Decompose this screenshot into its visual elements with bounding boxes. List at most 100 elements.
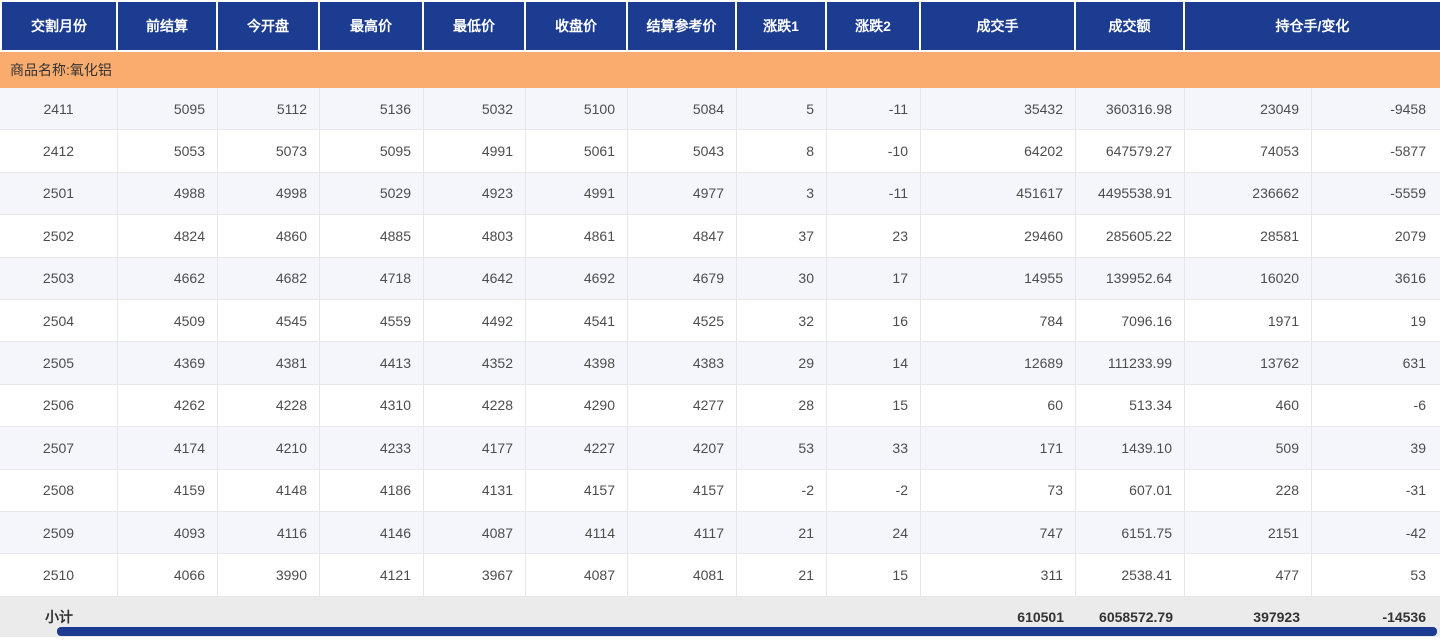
cell-change2: 15 bbox=[827, 554, 921, 596]
cell-open-interest: 2151 bbox=[1185, 511, 1312, 554]
cell-open-interest: 23049 bbox=[1185, 88, 1312, 130]
cell-open: 4381 bbox=[218, 342, 320, 384]
cell-turnover: 111233.99 bbox=[1076, 342, 1185, 384]
cell-settlement-ref: 4157 bbox=[628, 469, 737, 511]
cell-high: 4718 bbox=[320, 257, 424, 299]
cell-low: 4087 bbox=[424, 511, 526, 554]
cell-prev-settlement: 4662 bbox=[118, 257, 218, 299]
cell-high: 5029 bbox=[320, 172, 424, 215]
cell-prev-settlement: 4824 bbox=[118, 215, 218, 257]
cell-high: 4559 bbox=[320, 299, 424, 342]
cell-change2: 23 bbox=[827, 215, 921, 257]
cell-change2: 17 bbox=[827, 257, 921, 299]
header-cell-open: 今开盘 bbox=[218, 2, 320, 50]
table-row: 2411 5095 5112 5136 5032 5100 5084 5 -11 35432 360… bbox=[0, 88, 1440, 131]
cell-open-interest: 236662 bbox=[1185, 172, 1312, 215]
cell-oi-change: 2079 bbox=[1394, 227, 1426, 244]
cell-settlement-ref: 4383 bbox=[628, 342, 737, 384]
cell-low: 5032 bbox=[424, 88, 526, 130]
cell-delivery-month: 2508 bbox=[0, 469, 118, 511]
cell-delivery-month: 2506 bbox=[0, 384, 118, 427]
cell-open-interest: 228 bbox=[1185, 469, 1312, 511]
cell-prev-settlement: 4369 bbox=[118, 342, 218, 384]
cell-oi-change: -5559 bbox=[1390, 185, 1426, 202]
cell-change1: -2 bbox=[737, 469, 827, 511]
cell-close: 4398 bbox=[526, 342, 628, 384]
cell-oi-change: -9458 bbox=[1390, 100, 1426, 117]
cell-settlement-ref: 4117 bbox=[628, 511, 737, 554]
commodity-group-row: 商品名称:氧化铝 bbox=[0, 50, 1440, 88]
cell-prev-settlement: 5053 bbox=[118, 130, 218, 172]
header-cell-open-interest-change: 持仓手/变化 bbox=[1185, 2, 1440, 50]
cell-open: 4545 bbox=[218, 299, 320, 342]
cell-prev-settlement: 4174 bbox=[118, 427, 218, 469]
table-row: 2510 4066 3990 4121 3967 4087 4081 21 15 311 2538.… bbox=[0, 554, 1440, 597]
table-row: 2508 4159 4148 4186 4131 4157 4157 -2 -2 73 607.01… bbox=[0, 469, 1440, 512]
cell-prev-settlement: 4509 bbox=[118, 299, 218, 342]
cell-turnover: 607.01 bbox=[1076, 469, 1185, 511]
cell-change1: 53 bbox=[737, 427, 827, 469]
cell-low: 4991 bbox=[424, 130, 526, 172]
cell-change2: 24 bbox=[827, 511, 921, 554]
table-row: 2506 4262 4228 4310 4228 4290 4277 28 15 60 513.34… bbox=[0, 384, 1440, 428]
cell-change1: 3 bbox=[737, 172, 827, 215]
cell-oi-change: -5877 bbox=[1390, 143, 1426, 160]
cell-volume: 311 bbox=[921, 554, 1076, 596]
cell-open-interest: 13762 bbox=[1185, 342, 1312, 384]
cell-settlement-ref: 4525 bbox=[628, 299, 737, 342]
cell-change1: 30 bbox=[737, 257, 827, 299]
cell-turnover: 139952.64 bbox=[1076, 257, 1185, 299]
cell-open-interest: 509 bbox=[1185, 427, 1312, 469]
cell-low: 4131 bbox=[424, 469, 526, 511]
cell-high: 4146 bbox=[320, 511, 424, 554]
cell-close: 4157 bbox=[526, 469, 628, 511]
cell-oi-change: -31 bbox=[1405, 482, 1426, 499]
cell-change1: 21 bbox=[737, 511, 827, 554]
table-row: 2507 4174 4210 4233 4177 4227 4207 53 33 171 1439.… bbox=[0, 427, 1440, 470]
cell-turnover: 513.34 bbox=[1076, 384, 1185, 427]
cell-change2: -2 bbox=[827, 469, 921, 511]
cell-change1: 8 bbox=[737, 130, 827, 172]
cell-volume: 784 bbox=[921, 299, 1076, 342]
cell-close: 4692 bbox=[526, 257, 628, 299]
subtotal-volume: 610501 bbox=[1017, 608, 1064, 625]
cell-open-interest: 477 bbox=[1185, 554, 1312, 596]
cell-delivery-month: 2412 bbox=[0, 130, 118, 172]
header-cell-prev-settlement: 前结算 bbox=[118, 2, 218, 50]
cell-high: 4121 bbox=[320, 554, 424, 596]
header-cell-turnover: 成交额 bbox=[1076, 2, 1185, 50]
cell-volume: 12689 bbox=[921, 342, 1076, 384]
cell-settlement-ref: 4679 bbox=[628, 257, 737, 299]
cell-change2: 14 bbox=[827, 342, 921, 384]
subtotal-turnover: 6058572.79 bbox=[1099, 608, 1173, 625]
cell-volume: 451617 bbox=[921, 172, 1076, 215]
cell-delivery-month: 2504 bbox=[0, 299, 118, 342]
cell-low: 4352 bbox=[424, 342, 526, 384]
cell-change1: 28 bbox=[737, 384, 827, 427]
cell-volume: 64202 bbox=[921, 130, 1076, 172]
cell-high: 5095 bbox=[320, 130, 424, 172]
table-row: 2502 4824 4860 4885 4803 4861 4847 37 23 29460 285… bbox=[0, 215, 1440, 258]
cell-delivery-month: 2510 bbox=[0, 554, 118, 596]
cell-low: 4177 bbox=[424, 427, 526, 469]
cell-turnover: 4495538.91 bbox=[1076, 172, 1185, 215]
cell-volume: 747 bbox=[921, 511, 1076, 554]
horizontal-scrollbar-thumb[interactable] bbox=[57, 626, 1437, 636]
table-header-row: 交割月份 前结算 今开盘 最高价 最低价 收盘价 结算参考价 涨跌1 涨跌2 成交手 成交额 持仓手/… bbox=[0, 0, 1440, 50]
cell-high: 4413 bbox=[320, 342, 424, 384]
cell-delivery-month: 2501 bbox=[0, 172, 118, 215]
cell-close: 4114 bbox=[526, 511, 628, 554]
cell-oi-change: -42 bbox=[1405, 524, 1426, 541]
cell-high: 4310 bbox=[320, 384, 424, 427]
table-row: 2503 4662 4682 4718 4642 4692 4679 30 17 14955 139… bbox=[0, 257, 1440, 300]
cell-oi-change: 3616 bbox=[1394, 270, 1426, 287]
cell-open: 4682 bbox=[218, 257, 320, 299]
header-cell-low: 最低价 bbox=[424, 2, 526, 50]
cell-change1: 37 bbox=[737, 215, 827, 257]
cell-turnover: 6151.75 bbox=[1076, 511, 1185, 554]
cell-settlement-ref: 4207 bbox=[628, 427, 737, 469]
header-cell-volume: 成交手 bbox=[921, 2, 1076, 50]
cell-open: 5112 bbox=[218, 88, 320, 130]
cell-close: 5061 bbox=[526, 130, 628, 172]
cell-low: 3967 bbox=[424, 554, 526, 596]
